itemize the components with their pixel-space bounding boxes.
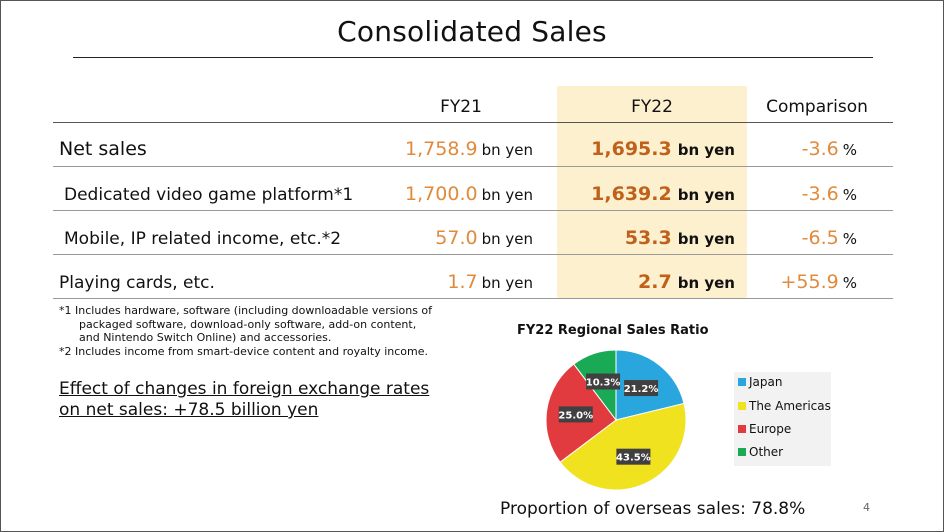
chart-legend: Japan The Americas Europe Other: [734, 372, 831, 466]
svg-text:43.5%: 43.5%: [616, 453, 651, 464]
table-divider: [53, 122, 893, 123]
regional-sales-pie-chart: 21.2% 43.5% 25.0% 10.3%: [545, 349, 687, 491]
footnote-2: *2 Includes income from smart-device con…: [59, 344, 428, 358]
legend-swatch: [738, 448, 746, 456]
fy22-value: 1,639.2 bn yen: [591, 183, 735, 205]
fy21-value: 57.0 bn yen: [435, 227, 533, 249]
fy22-column-highlight: [557, 86, 747, 298]
column-header-fy21: FY21: [440, 97, 482, 117]
comparison-value: -3.6%: [801, 138, 857, 160]
table-row-dedicated-platform: Dedicated video game platform*1 1,700.0 b…: [53, 173, 893, 217]
row-label: Playing cards, etc.: [59, 273, 215, 293]
page-title: Consolidated Sales: [337, 15, 607, 48]
pie-data-label: 10.3%: [586, 373, 621, 390]
title-divider: [73, 57, 873, 58]
comparison-value: -3.6%: [801, 183, 857, 205]
page-number: 4: [863, 501, 870, 514]
comparison-value: +55.9%: [780, 271, 858, 293]
footnote-1-line-3: and Nintendo Switch Online) and accessor…: [79, 331, 332, 344]
column-header-fy22: FY22: [631, 97, 673, 117]
legend-swatch: [738, 425, 746, 433]
row-label: Dedicated video game platform*1: [64, 185, 354, 205]
comparison-value: -6.5%: [801, 227, 857, 249]
row-label: Net sales: [59, 138, 147, 160]
pie-data-label: 43.5%: [616, 448, 651, 465]
svg-text:10.3%: 10.3%: [586, 378, 621, 389]
row-label: Mobile, IP related income, etc.*2: [64, 229, 342, 249]
table-divider: [53, 210, 893, 211]
pie-data-label: 25.0%: [558, 406, 593, 423]
legend-label: The Americas: [749, 399, 831, 413]
fy21-value: 1.7 bn yen: [447, 271, 533, 293]
fx-effect-line-1: Effect of changes in foreign exchange ra…: [59, 379, 430, 399]
fy22-value: 1,695.3 bn yen: [591, 138, 735, 160]
table-divider: [53, 298, 893, 299]
table-divider: [53, 166, 893, 167]
legend-label: Other: [749, 445, 784, 459]
legend-label: Europe: [749, 422, 792, 436]
footnote-1-line-2: packaged software, download-only softwar…: [79, 317, 417, 331]
table-row-playing-cards: Playing cards, etc. 1.7 bn yen 2.7 bn yen …: [53, 261, 893, 305]
fy22-value: 2.7 bn yen: [638, 271, 735, 293]
pie-data-label: 21.2%: [624, 380, 659, 397]
footnote-1-line-1: *1 Includes hardware, software (includin…: [59, 304, 433, 317]
table-divider: [53, 254, 893, 255]
fx-effect-line-2: on net sales: +78.5 billion yen: [59, 400, 319, 420]
table-row-mobile-ip: Mobile, IP related income, etc.*2 57.0 bn…: [53, 217, 893, 261]
fy22-value: 53.3 bn yen: [624, 227, 735, 249]
column-header-comparison: Comparison: [766, 97, 868, 117]
fy21-value: 1,758.9 bn yen: [405, 138, 533, 160]
legend-swatch: [738, 378, 746, 386]
legend-label: Japan: [749, 375, 783, 389]
footnotes: *1 Includes hardware, software (includin…: [59, 304, 432, 358]
pie-slice-americas: [559, 402, 687, 491]
chart-title: FY22 Regional Sales Ratio: [517, 323, 709, 338]
table-row-net-sales: Net sales 1,758.9 bn yen 1,695.3 bn yen -3…: [53, 128, 893, 172]
fx-effect-note: Effect of changes in foreign exchange ra…: [59, 379, 429, 421]
svg-text:25.0%: 25.0%: [558, 410, 593, 421]
svg-text:21.2%: 21.2%: [624, 384, 659, 395]
overseas-sales-proportion: Proportion of overseas sales: 78.8%: [500, 499, 806, 519]
legend-swatch: [738, 402, 746, 410]
fy21-value: 1,700.0 bn yen: [405, 183, 533, 205]
